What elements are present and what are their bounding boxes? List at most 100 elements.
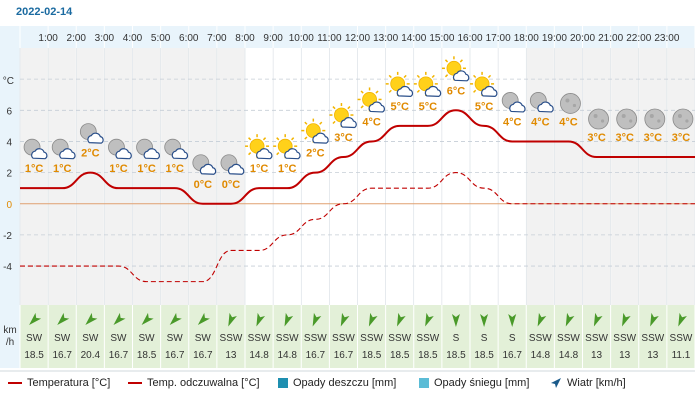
cloud-icon	[256, 148, 273, 160]
weather-icon	[560, 93, 581, 114]
temperature-label: 1°C	[165, 163, 184, 175]
moon-crater	[685, 119, 689, 123]
night-band	[188, 48, 217, 305]
hour-label: 21:00	[598, 33, 623, 44]
wind-arrow-icon	[256, 312, 266, 327]
sun-ray	[319, 121, 323, 125]
wind-arrow-shape	[228, 312, 237, 327]
sun-ray	[416, 89, 420, 93]
weather-icon	[441, 56, 470, 82]
weather-icon	[220, 154, 245, 175]
wind-speed-label: 16.7	[109, 350, 129, 361]
night-band	[582, 48, 611, 305]
night-band	[160, 48, 189, 305]
moon-crater	[649, 114, 654, 119]
sun-ray	[291, 137, 295, 141]
wind-speed-label: 13	[225, 350, 237, 361]
sun-ray	[248, 137, 252, 141]
wind-arrow-shape	[169, 312, 182, 325]
wind-arrow-icon	[197, 312, 210, 325]
wind-speed-label: 18.5	[24, 350, 44, 361]
sun-ray	[347, 106, 351, 110]
temperature-label: 1°C	[53, 163, 72, 175]
temperature-label: 4°C	[559, 116, 578, 128]
wind-speed-label: 18.5	[390, 350, 410, 361]
legend-rain-swatch	[278, 378, 288, 388]
weather-icon	[529, 92, 554, 113]
wind-arrow-shape	[425, 312, 434, 327]
moon-crater	[629, 119, 633, 123]
hour-label: 4:00	[123, 33, 143, 44]
temperature-label: 1°C	[109, 163, 128, 175]
night-band	[48, 48, 77, 305]
wind-arrow-icon	[551, 378, 561, 388]
feels-like-line	[20, 172, 695, 283]
temperature-label: 3°C	[615, 132, 634, 144]
wind-direction-label: SW	[110, 333, 127, 344]
moon-crater	[677, 114, 682, 119]
wind-speed-label: 11.1	[672, 350, 691, 361]
wind-direction-label: SW	[26, 333, 43, 344]
sun-ray	[360, 90, 364, 94]
weather-icon	[501, 92, 526, 113]
temp-unit-label: °C	[3, 76, 14, 87]
legend-temperature-label: Temperatura [°C]	[27, 377, 111, 389]
cloud-icon	[537, 101, 554, 113]
wind-arrow-shape	[508, 314, 517, 327]
sun-ray	[444, 74, 449, 78]
wind-direction-label: SW	[82, 333, 99, 344]
legend-feels-like-swatch	[128, 382, 142, 384]
hour-label: 16:00	[457, 33, 482, 44]
wind-direction-label: SSW	[304, 333, 327, 344]
sun-ray	[431, 74, 435, 79]
sun-ray	[332, 106, 336, 110]
hour-label: 15:00	[429, 33, 454, 44]
wind-arrow-icon	[312, 312, 322, 327]
wind-arrow-icon	[650, 312, 659, 327]
moon-icon	[560, 93, 581, 114]
sun-ray	[416, 74, 420, 79]
wind-arrow-shape	[312, 312, 322, 327]
legend-rain-label: Opady deszczu [mm]	[293, 377, 397, 389]
hour-label: 3:00	[95, 33, 115, 44]
wind-speed-label: 14.8	[559, 350, 579, 361]
wind-direction-label: SSW	[529, 333, 552, 344]
wind-speed-label: 18.5	[362, 350, 382, 361]
legend-feels-like-label: Temp. odczuwalna [°C]	[147, 377, 260, 389]
wind-speed-label: 16.7	[306, 350, 326, 361]
temperature-label: 0°C	[222, 179, 241, 191]
y-tick-label: 2	[6, 169, 12, 180]
sun-ray	[375, 90, 379, 94]
cloud-icon	[199, 163, 217, 175]
temperature-label: 4°C	[362, 116, 381, 128]
wind-direction-label: SSW	[416, 333, 439, 344]
wind-direction-label: SSW	[641, 333, 664, 344]
wind-speed-label: 14.8	[249, 350, 269, 361]
hour-label: 2:00	[67, 33, 87, 44]
cloud-icon	[424, 85, 442, 97]
wind-speed-label: 16.7	[193, 350, 213, 361]
temperature-label: 0°C	[194, 179, 213, 191]
hour-label: 7:00	[207, 33, 227, 44]
night-band	[610, 48, 639, 305]
wind-direction-label: SSW	[613, 333, 636, 344]
y-tick-label: -4	[3, 262, 12, 273]
cloud-icon	[284, 148, 301, 160]
wind-speed-label: 14.8	[277, 350, 297, 361]
sun-ray	[388, 89, 392, 93]
forecast-date: 2022-02-14	[16, 6, 73, 18]
sun-ray	[403, 74, 407, 79]
cloud-icon	[31, 148, 48, 160]
wind-arrow-shape	[480, 314, 489, 327]
legend-temperature-swatch	[8, 382, 22, 384]
wind-direction-label: SSW	[360, 333, 383, 344]
wind-arrow-icon	[451, 314, 460, 327]
weather-icon	[192, 154, 217, 175]
temperature-label: 1°C	[278, 163, 297, 175]
wind-arrow-icon	[228, 312, 237, 327]
cloud-icon	[340, 117, 357, 129]
sun-ray	[473, 74, 477, 79]
moon-crater	[593, 114, 598, 119]
sun-ray	[444, 59, 449, 63]
